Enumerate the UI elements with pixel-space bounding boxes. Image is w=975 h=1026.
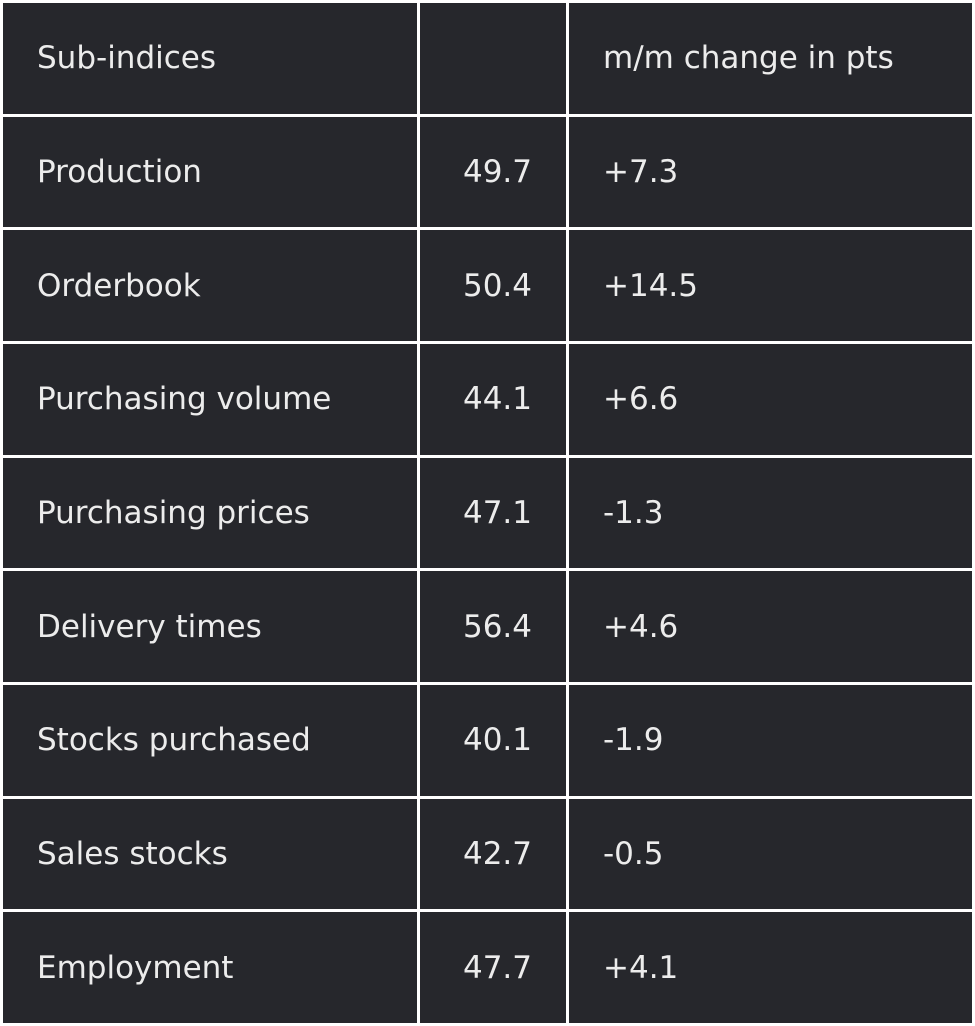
index-value: 44.1 (420, 343, 566, 455)
table-row: Orderbook 50.4 +14.5 (3, 230, 972, 341)
change-value: +7.3 (569, 116, 972, 228)
change-value: +6.6 (569, 343, 972, 455)
change-value: +4.1 (569, 912, 972, 1023)
index-value: 50.4 (420, 230, 566, 341)
table-row: Stocks purchased 40.1 -1.9 (3, 684, 972, 796)
sub-index-name: Sales stocks (3, 798, 417, 910)
index-value: 47.1 (420, 457, 566, 569)
table-row: Sales stocks 42.7 -0.5 (3, 798, 972, 910)
change-value: -1.9 (569, 684, 972, 796)
sub-index-name: Employment (3, 912, 417, 1023)
change-value: +14.5 (569, 230, 972, 341)
index-value: 40.1 (420, 684, 566, 796)
change-value: +4.6 (569, 571, 972, 682)
index-value: 56.4 (420, 571, 566, 682)
sub-index-name: Delivery times (3, 571, 417, 682)
change-value: -0.5 (569, 798, 972, 910)
header-cell: Sub-indices (3, 3, 417, 114)
index-value: 42.7 (420, 798, 566, 910)
change-value: -1.3 (569, 457, 972, 569)
table-row: Purchasing volume 44.1 +6.6 (3, 343, 972, 455)
table-row: Employment 47.7 +4.1 (3, 912, 972, 1023)
header-cell: m/m change in pts (569, 3, 972, 114)
sub-index-name: Purchasing volume (3, 343, 417, 455)
table-row: Delivery times 56.4 +4.6 (3, 571, 972, 682)
sub-index-name: Production (3, 116, 417, 228)
sub-index-name: Purchasing prices (3, 457, 417, 569)
header-row: Sub-indices m/m change in pts (3, 3, 972, 114)
index-value: 47.7 (420, 912, 566, 1023)
sub-index-name: Orderbook (3, 230, 417, 341)
index-value: 49.7 (420, 116, 566, 228)
table-row: Purchasing prices 47.1 -1.3 (3, 457, 972, 569)
table-body: Sub-indices m/m change in pts Production… (3, 3, 972, 1023)
header-cell (420, 3, 566, 114)
table-row: Production 49.7 +7.3 (3, 116, 972, 228)
sub-index-name: Stocks purchased (3, 684, 417, 796)
